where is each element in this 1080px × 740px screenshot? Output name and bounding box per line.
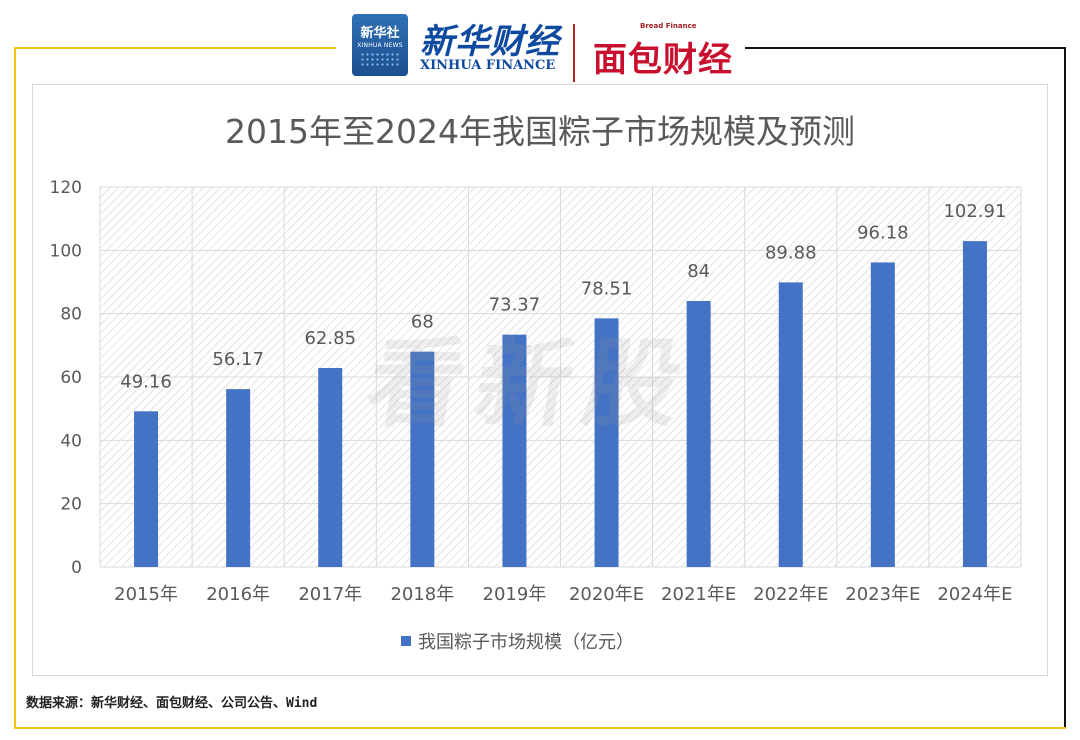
bar	[870, 262, 895, 567]
frame-top-left-line	[14, 47, 336, 49]
x-tick-label: 2018年	[390, 584, 454, 605]
frame-right-line	[1064, 47, 1066, 729]
y-tick-label: 40	[60, 431, 82, 451]
bread-finance-en: Bread Finance	[640, 22, 697, 30]
x-tick-label: 2023年E	[845, 584, 920, 605]
data-label: 49.16	[120, 371, 172, 392]
x-tick-label: 2015年	[114, 584, 178, 605]
x-tick-label: 2022年E	[753, 584, 828, 605]
x-tick-label: 2021年E	[661, 584, 736, 605]
bar	[410, 351, 435, 567]
xinhua-news-logo: 新华社 XINHUA NEWS	[352, 14, 408, 76]
frame-top-right-line	[745, 47, 1066, 49]
y-tick-label: 80	[60, 305, 82, 325]
data-label: 96.18	[857, 222, 909, 243]
data-label: 68	[411, 312, 434, 333]
data-label: 73.37	[489, 295, 541, 316]
chart-title: 2015年至2024年我国粽子市场规模及预测	[225, 112, 855, 151]
bar	[226, 389, 251, 567]
x-tick-label: 2016年	[206, 584, 270, 605]
frame-bottom-line	[14, 727, 1066, 729]
bar	[686, 301, 711, 567]
data-label: 62.85	[304, 328, 356, 349]
xinhua-finance-en: XINHUA FINANCE	[420, 58, 556, 73]
legend-swatch	[401, 636, 411, 646]
x-axis-ticks: 2015年 2016年 2017年 2018年 2019年 2020年E 2021年E 202…	[114, 584, 1012, 605]
watermark: 看新股	[358, 328, 703, 440]
bar	[502, 334, 527, 567]
bar	[318, 367, 343, 567]
gridlines	[99, 186, 1022, 568]
x-tick-label: 2024年E	[937, 584, 1012, 605]
bar	[594, 318, 619, 567]
y-tick-label: 120	[50, 178, 82, 198]
y-tick-label: 100	[50, 241, 82, 261]
y-tick-label: 0	[71, 558, 82, 578]
data-label: 56.17	[212, 349, 264, 370]
data-labels: 49.16 56.17 62.85 68 73.37 78.51 84 89.88 96.18 1…	[120, 201, 1006, 392]
y-axis-ticks: 0 20 40 60 80 100 120	[50, 178, 82, 578]
bar	[778, 282, 803, 567]
bars	[134, 241, 987, 567]
bar	[134, 411, 159, 567]
legend: 我国粽子市场规模（亿元）	[401, 632, 634, 653]
xinhua-finance-cn: 新华财经	[420, 22, 560, 62]
data-label: 89.88	[765, 242, 817, 263]
bar	[962, 241, 987, 567]
data-label: 102.91	[943, 201, 1006, 222]
x-tick-label: 2019年	[483, 584, 547, 605]
xinhua-badge-pattern	[360, 52, 400, 68]
xinhua-badge-cn: 新华社	[360, 26, 400, 41]
header-logos: 新华社 XINHUA NEWS 新华财经 XINHUA FINANCE Brea…	[340, 10, 740, 82]
legend-label: 我国粽子市场规模（亿元）	[418, 632, 634, 653]
header-separator	[573, 24, 575, 82]
data-label: 78.51	[581, 278, 633, 299]
x-tick-label: 2020年E	[569, 584, 644, 605]
xinhua-badge-en: XINHUA NEWS	[357, 42, 403, 49]
y-tick-label: 60	[60, 368, 82, 388]
source-note: 数据来源：新华财经、面包财经、公司公告、Wind	[26, 696, 318, 711]
bread-finance-cn: 面包财经	[593, 40, 733, 80]
data-label: 84	[687, 261, 710, 282]
y-tick-label: 20	[60, 495, 82, 515]
x-tick-label: 2017年	[298, 584, 362, 605]
